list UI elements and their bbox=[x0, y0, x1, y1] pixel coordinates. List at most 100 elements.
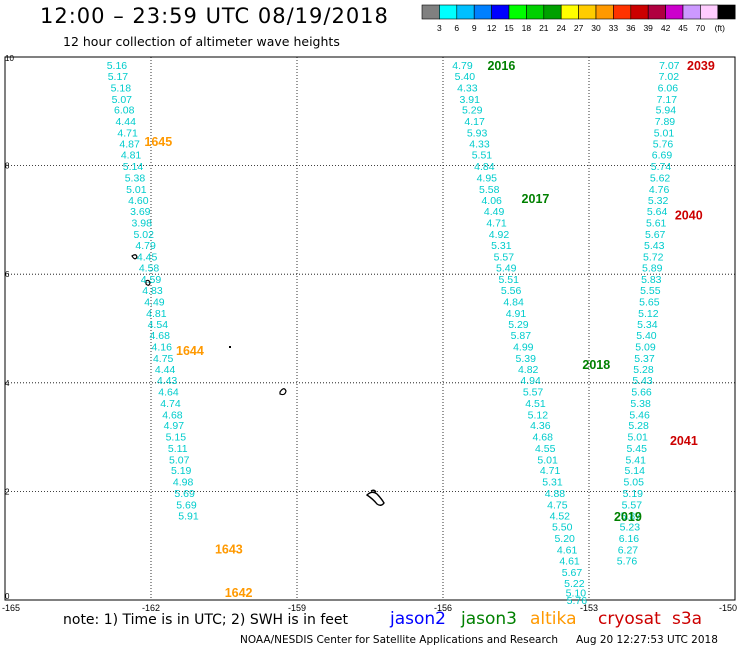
grid-lines bbox=[5, 57, 735, 600]
legend-swatch bbox=[578, 4, 597, 20]
wave-height-label: 5.31 bbox=[542, 477, 563, 489]
wave-height-label: 5.32 bbox=[648, 195, 669, 207]
generated-timestamp: Aug 20 12:27:53 UTC 2018 bbox=[576, 634, 718, 646]
wave-height-label: 4.16 bbox=[151, 341, 172, 353]
wave-height-label: 5.40 bbox=[455, 71, 476, 83]
wave-height-label: 4.54 bbox=[148, 319, 169, 331]
wave-height-label: 5.41 bbox=[626, 454, 647, 466]
wave-height-label: 5.69 bbox=[174, 488, 195, 500]
wave-height-label: 5.16 bbox=[107, 60, 128, 72]
pass-time-label: 2041 bbox=[670, 434, 698, 448]
wave-height-label: 4.68 bbox=[162, 409, 183, 421]
pass-time-label: 2017 bbox=[522, 192, 550, 206]
wave-height-label: 5.12 bbox=[528, 409, 549, 421]
wave-height-label: 5.58 bbox=[479, 184, 500, 196]
wave-height-label: 5.07 bbox=[112, 94, 133, 106]
wave-height-label: 4.44 bbox=[115, 116, 136, 128]
wave-height-label: 4.59 bbox=[141, 274, 162, 286]
wave-height-label: 5.76 bbox=[617, 555, 638, 567]
wave-height-label: 5.51 bbox=[498, 274, 519, 286]
color-legend: 3 6 9 12 15 18 21 24 27 30 33 36 39 42 45 70 (ft) bbox=[421, 4, 736, 33]
wave-height-label: 5.14 bbox=[123, 161, 144, 173]
wave-height-label: 4.61 bbox=[557, 545, 578, 557]
legend-label: 21 bbox=[539, 23, 549, 33]
island-oahu bbox=[229, 346, 231, 348]
legend-label: 33 bbox=[609, 23, 619, 33]
wave-height-label: 5.91 bbox=[178, 510, 199, 522]
wave-height-label: 5.55 bbox=[640, 285, 661, 297]
wave-height-label: 4.82 bbox=[518, 364, 539, 376]
legend-swatch bbox=[647, 4, 666, 20]
legend-swatch bbox=[473, 4, 492, 20]
wave-height-label: 5.87 bbox=[621, 510, 642, 522]
wave-height-label: 5.56 bbox=[501, 285, 522, 297]
wave-height-label: 5.17 bbox=[108, 71, 129, 83]
wave-height-label: 5.43 bbox=[644, 240, 665, 252]
chart-title: 12:00 – 23:59 UTC 08/19/2018 bbox=[40, 4, 389, 28]
wave-height-label: 4.84 bbox=[503, 296, 524, 308]
legend-label: 18 bbox=[522, 23, 532, 33]
pass-time-label: 1643 bbox=[215, 542, 243, 556]
pass-time-label: 2018 bbox=[582, 358, 610, 372]
wave-height-label: 5.39 bbox=[516, 353, 537, 365]
y-tick-label: 6 bbox=[5, 270, 10, 279]
wave-height-label: 4.71 bbox=[486, 218, 507, 230]
wave-height-label: 3.91 bbox=[460, 94, 481, 106]
legend-label: 24 bbox=[556, 23, 566, 33]
wave-height-label: 6.16 bbox=[619, 533, 640, 545]
legend-label: 15 bbox=[504, 23, 514, 33]
island-niihau bbox=[131, 254, 138, 260]
legend-label: 39 bbox=[643, 23, 653, 33]
credit-line: NOAA/NESDIS Center for Satellite Applica… bbox=[240, 634, 558, 646]
legend-swatch bbox=[682, 4, 701, 20]
pass-time-label: 2016 bbox=[487, 59, 515, 73]
wave-height-label: 5.57 bbox=[523, 386, 544, 398]
wave-height-label: 5.37 bbox=[634, 353, 655, 365]
wave-height-label: 4.91 bbox=[506, 308, 527, 320]
legend-swatch bbox=[508, 4, 527, 20]
x-tick-label: -165 bbox=[2, 603, 20, 613]
wave-height-label: 5.14 bbox=[625, 465, 646, 477]
wave-height-label: 3.69 bbox=[130, 206, 151, 218]
wave-height-label: 4.88 bbox=[545, 488, 566, 500]
legend-swatch bbox=[491, 4, 510, 20]
satellite-label-cryosat: cryosat bbox=[598, 609, 661, 629]
legend-swatch bbox=[526, 4, 545, 20]
island-maui bbox=[279, 388, 287, 396]
wave-height-label: 4.49 bbox=[484, 206, 505, 218]
wave-height-label: 7.02 bbox=[659, 71, 680, 83]
wave-height-label: 5.61 bbox=[646, 218, 667, 230]
wave-height-label: 5.31 bbox=[491, 240, 512, 252]
wave-height-label: 5.38 bbox=[630, 398, 651, 410]
legend-label: 12 bbox=[487, 23, 497, 33]
y-tick-label: 2 bbox=[5, 487, 10, 496]
legend-swatch bbox=[665, 4, 684, 20]
wave-height-label: 5.19 bbox=[623, 488, 644, 500]
wave-height-label: 4.45 bbox=[137, 251, 158, 263]
legend-swatch bbox=[560, 4, 579, 20]
wave-height-label: 5.83 bbox=[641, 274, 662, 286]
wave-height-label: 5.57 bbox=[494, 251, 515, 263]
wave-height-label: 5.34 bbox=[637, 319, 658, 331]
legend-label: 3 bbox=[437, 23, 442, 33]
x-tick-label: -150 bbox=[719, 603, 737, 613]
wave-height-label: 5.12 bbox=[638, 308, 659, 320]
wave-height-label: 4.55 bbox=[535, 443, 556, 455]
wave-height-label: 5.23 bbox=[620, 522, 641, 534]
x-tick-label: -159 bbox=[288, 603, 306, 613]
wave-height-label: 6.69 bbox=[652, 150, 673, 162]
wave-height-label: 5.65 bbox=[639, 296, 660, 308]
wave-height-label: 5.94 bbox=[656, 105, 677, 117]
legend-unit: (ft) bbox=[715, 23, 726, 33]
wave-height-label: 5.01 bbox=[537, 454, 558, 466]
wave-height-label: 5.67 bbox=[645, 229, 666, 241]
wave-height-label: 5.05 bbox=[624, 477, 645, 489]
legend-label: 45 bbox=[678, 23, 688, 33]
wave-height-label: 5.93 bbox=[467, 127, 488, 139]
wave-height-label: 5.64 bbox=[647, 206, 668, 218]
island-outlines bbox=[131, 254, 385, 506]
x-tick-label: -162 bbox=[142, 603, 160, 613]
wave-height-label: 4.71 bbox=[117, 127, 138, 139]
wave-height-label: 7.07 bbox=[659, 60, 680, 72]
pass-time-label: 2019 bbox=[614, 510, 642, 524]
